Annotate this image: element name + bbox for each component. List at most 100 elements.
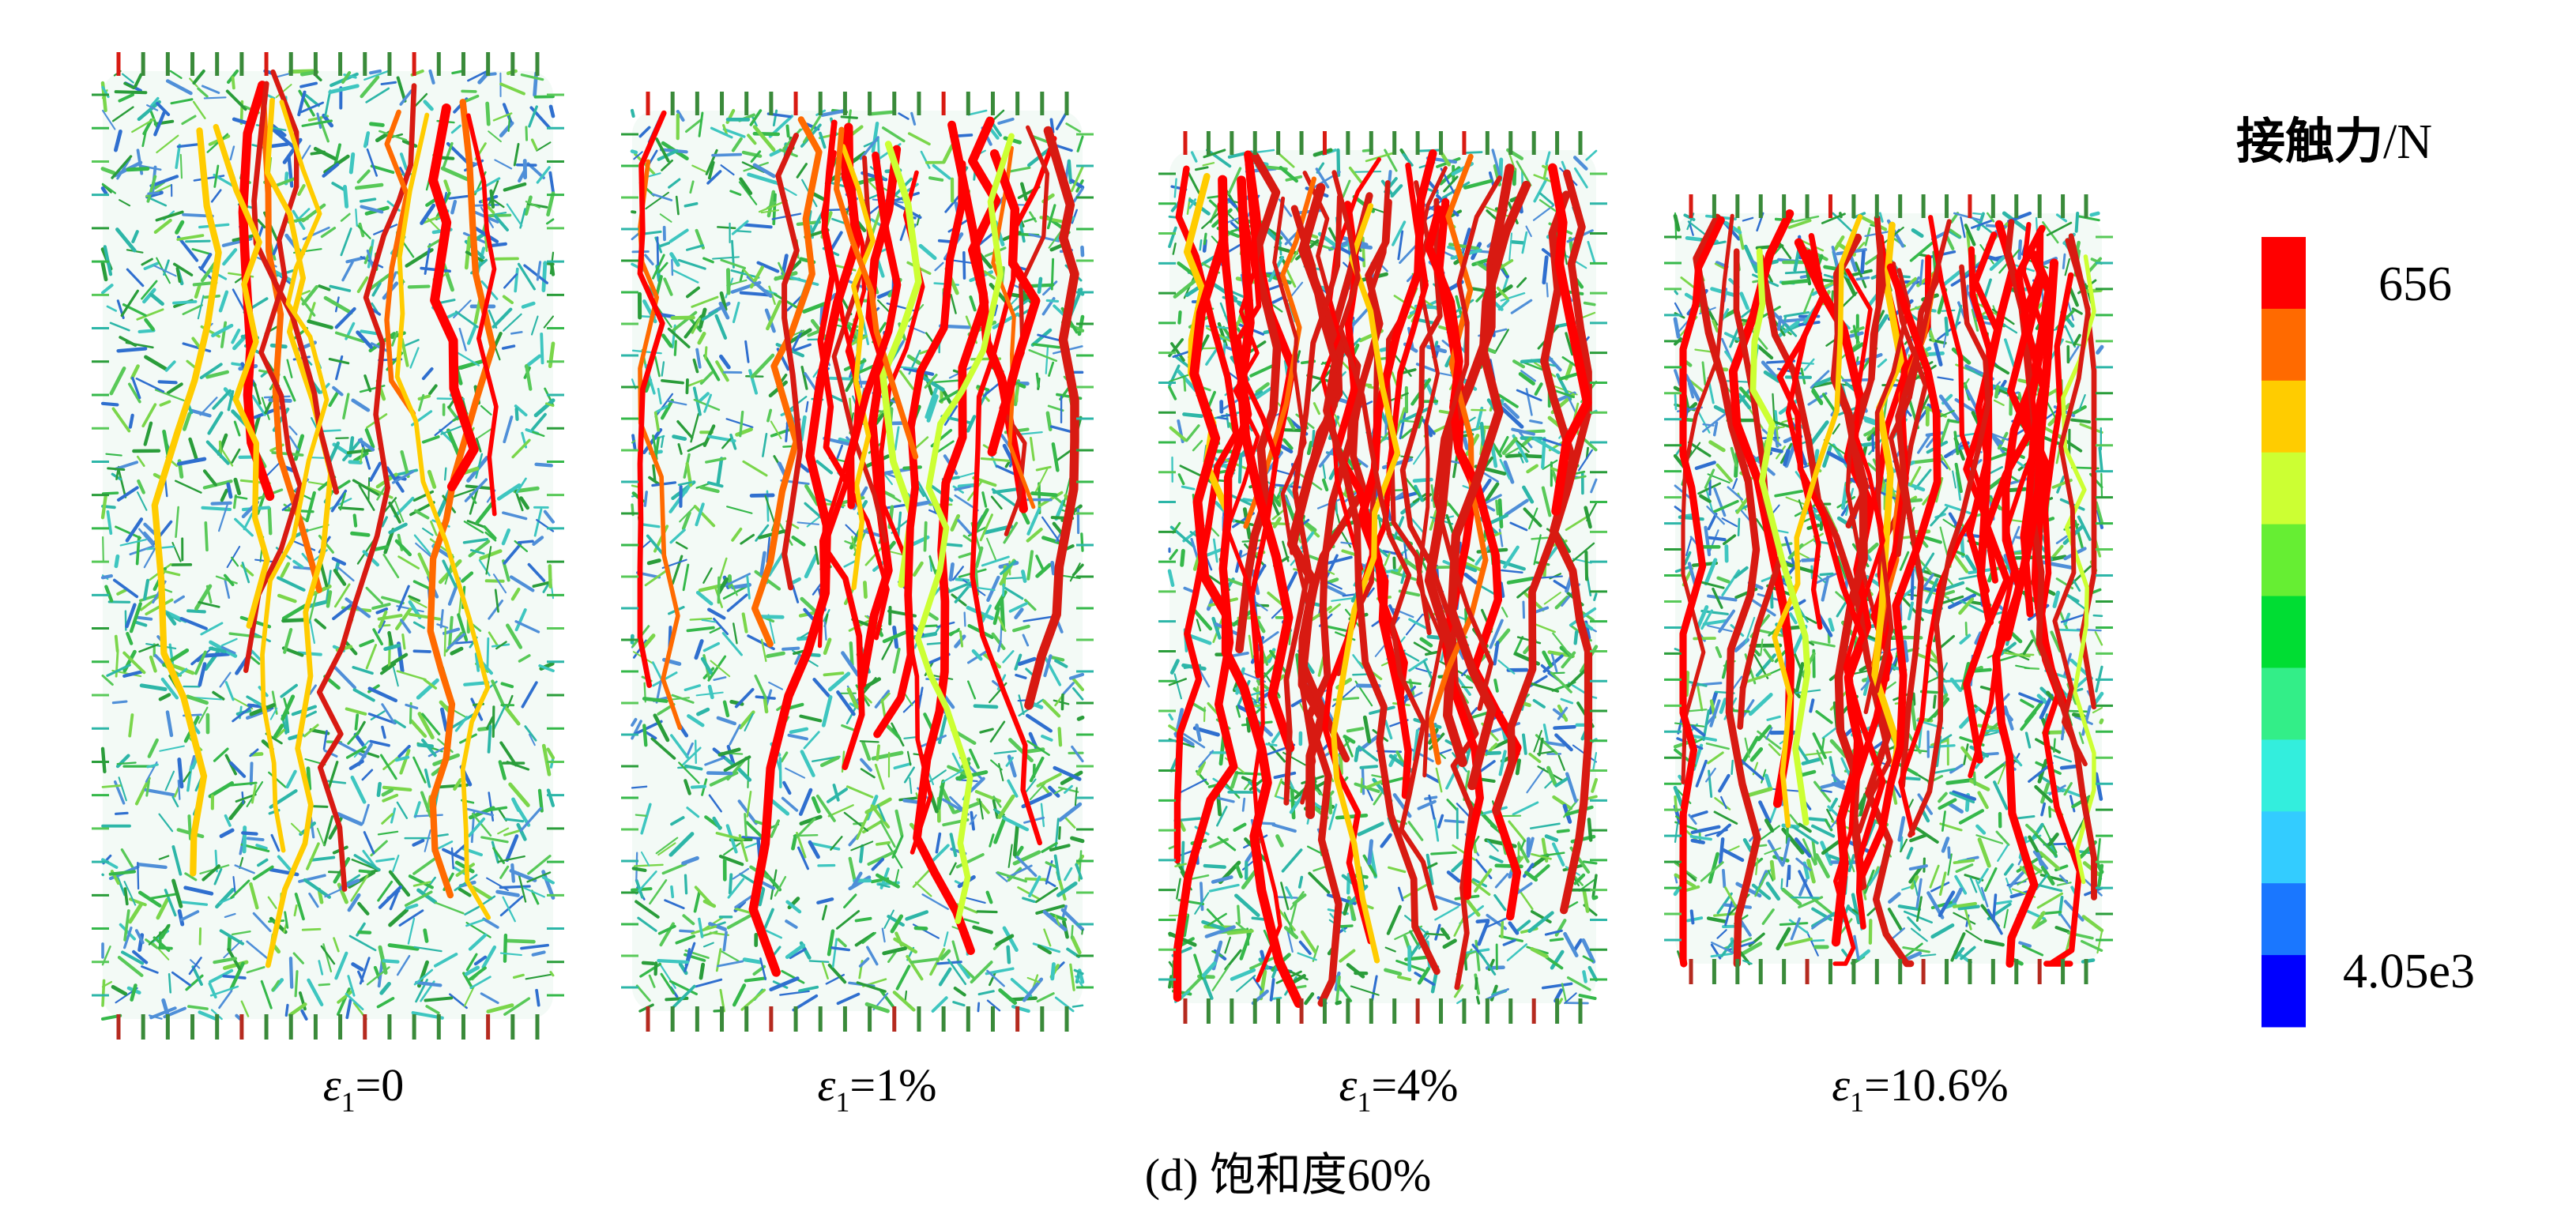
contact-chain-fine — [533, 398, 555, 418]
contact-chain-fine — [687, 379, 704, 387]
contact-chain-fine — [841, 651, 860, 677]
contact-chain-fine — [691, 295, 719, 308]
contact-chain-fine — [903, 766, 915, 784]
contact-chain-fine — [1564, 992, 1577, 1005]
contact-chain-fine — [518, 654, 531, 663]
contact-chain-fine — [1318, 445, 1337, 468]
contact-chain-fine — [1542, 255, 1549, 285]
contact-chain-fine — [1226, 929, 1254, 935]
contact-chain-fine — [1324, 580, 1343, 590]
contact-chain-fine — [176, 143, 199, 149]
contact-chain-fine — [781, 969, 805, 984]
contact-chain-fine — [746, 575, 751, 600]
contact-chain-fine — [906, 954, 924, 981]
contact-chain-fine — [921, 893, 949, 911]
contact-chain-fine — [292, 952, 304, 964]
contact-chain-fine — [1071, 745, 1084, 763]
contact-chain-fine — [760, 638, 767, 663]
contact-chain-fine — [1430, 851, 1457, 855]
contact-chain-fine — [500, 682, 514, 689]
contact-chain-fine — [277, 593, 297, 603]
contact-chain-fine — [1739, 291, 1749, 310]
contact-chain-fine — [676, 110, 685, 122]
contact-chain-fine — [186, 765, 193, 792]
contact-chain-fine — [1501, 607, 1508, 618]
contact-chain-fine — [108, 870, 137, 876]
contact-chain-fine — [710, 126, 733, 139]
contact-chain-fine — [759, 957, 767, 981]
contact-chain-fine — [494, 159, 513, 170]
contact-chain-fine — [881, 126, 906, 143]
contact-chain-fine — [1531, 852, 1552, 860]
contact-chain-fine — [1190, 151, 1198, 163]
contact-chain-fine — [1371, 975, 1378, 1002]
contact-chain-fine — [464, 478, 488, 502]
contact-chain-fine — [252, 865, 274, 881]
contact-chain-fine — [672, 310, 698, 332]
contact-chain-fine — [503, 997, 531, 1016]
contact-chain-fine — [165, 710, 174, 738]
contact-chain-fine — [200, 261, 217, 283]
contact-chain-fine — [1342, 593, 1356, 597]
contact-chain-fine — [1176, 878, 1181, 900]
contact-chain-fine — [505, 834, 519, 863]
contact-chain-fine — [548, 104, 555, 118]
contact-chain-fine — [743, 269, 755, 283]
contact-chain-fine — [1339, 949, 1356, 963]
contact-chain-fine — [1388, 604, 1396, 617]
contact-chain-fine — [785, 943, 806, 959]
contact-chain-fine — [1187, 171, 1200, 194]
contact-chain-fine — [486, 1003, 514, 1014]
contact-chain-fine — [292, 559, 304, 569]
contact-chain-strong — [1322, 162, 1429, 945]
contact-chain-fine — [731, 239, 735, 269]
contact-chain-fine — [967, 109, 988, 116]
contact-chain-strong — [151, 127, 222, 877]
contact-chain-fine — [101, 979, 106, 1007]
contact-chain-fine — [308, 892, 319, 908]
contact-chain-strong — [913, 120, 989, 955]
contact-chain-fine — [693, 505, 716, 528]
contact-chain-fine — [1271, 607, 1283, 619]
contact-chain-fine — [229, 145, 235, 161]
contact-chain-fine — [1175, 860, 1187, 876]
contact-chain-fine — [376, 781, 382, 797]
contact-chain-fine — [1253, 149, 1275, 154]
contact-chain-fine — [894, 426, 900, 451]
contact-chain-fine — [159, 745, 185, 752]
contact-chain-fine — [453, 778, 462, 791]
contact-chain-fine — [1971, 308, 1979, 332]
contact-chain-fine — [684, 942, 696, 972]
contact-chain-fine — [1050, 258, 1055, 291]
contact-chain-fine — [1035, 555, 1045, 573]
contact-chain-fine — [947, 629, 960, 637]
contact-chain-fine — [699, 371, 714, 385]
contact-chain-fine — [894, 809, 904, 837]
contact-chain-fine — [1054, 499, 1066, 521]
contact-chain-fine — [129, 545, 155, 556]
contact-chain-fine — [181, 115, 197, 126]
contact-chain-fine — [1503, 460, 1515, 484]
contact-chain-fine — [130, 983, 137, 1002]
contact-chain-fine — [424, 876, 436, 893]
contact-chain-fine — [1930, 923, 1955, 939]
contact-chain-fine — [820, 108, 847, 117]
contact-chain-strong — [316, 83, 417, 892]
contact-chain-fine — [370, 164, 395, 175]
contact-chain-fine — [399, 749, 411, 775]
contact-chain-fine — [438, 558, 462, 585]
contact-chain-fine — [463, 986, 475, 1007]
contact-chain-fine — [171, 878, 183, 908]
contact-chain-fine — [1517, 842, 1530, 863]
contact-chain-fine — [125, 517, 144, 543]
contact-chain-fine — [131, 376, 141, 400]
contact-chain-strong — [428, 103, 479, 491]
contact-chain-strong — [1332, 201, 1412, 799]
contact-chain-fine — [1063, 784, 1073, 794]
contact-chain-fine — [402, 339, 420, 348]
contact-chain-fine — [367, 686, 398, 703]
contact-chain-fine — [275, 728, 285, 739]
contact-chain-fine — [912, 561, 924, 577]
contact-chain-fine — [1413, 444, 1428, 465]
contact-chain-fine — [1017, 886, 1041, 901]
